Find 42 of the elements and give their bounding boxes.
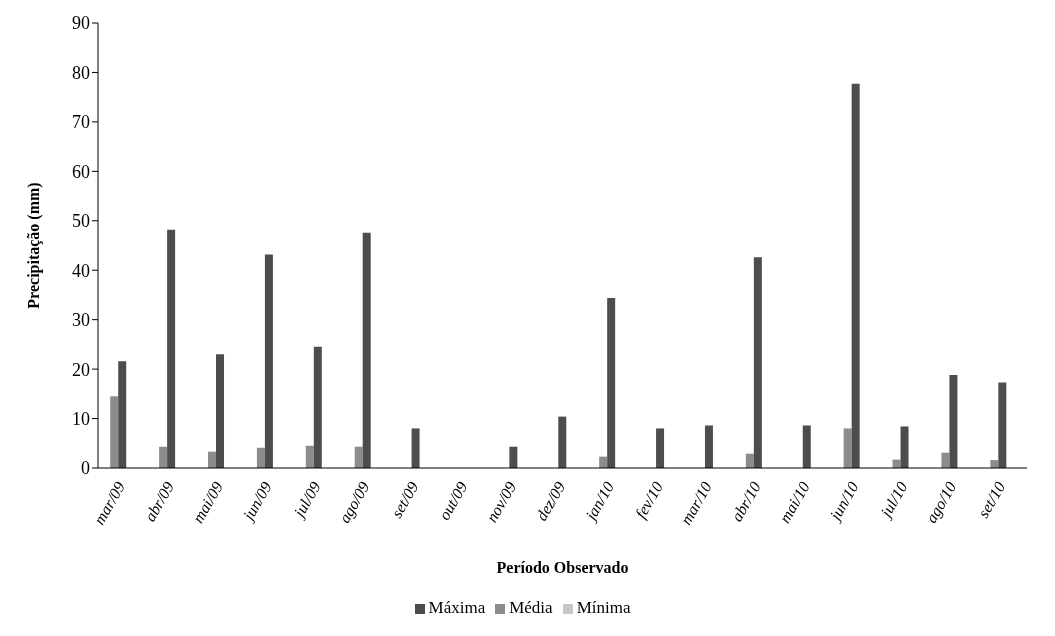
bar bbox=[802, 425, 811, 468]
y-tick-label: 10 bbox=[72, 408, 90, 429]
bar bbox=[216, 354, 225, 468]
bar bbox=[305, 445, 314, 468]
x-axis-title: Período Observado bbox=[496, 559, 629, 576]
bar bbox=[167, 229, 176, 468]
bar bbox=[998, 382, 1007, 468]
bar bbox=[362, 232, 371, 468]
y-tick-label: 90 bbox=[72, 13, 90, 34]
bar bbox=[118, 361, 127, 468]
y-tick-label: 40 bbox=[72, 260, 90, 281]
bar bbox=[313, 346, 322, 468]
bar bbox=[941, 452, 950, 468]
bar bbox=[745, 453, 754, 468]
bar bbox=[949, 375, 958, 468]
legend-label: Média bbox=[509, 598, 553, 617]
bar bbox=[264, 254, 273, 468]
bar bbox=[411, 428, 420, 468]
bar bbox=[900, 426, 909, 468]
bar bbox=[159, 446, 168, 468]
bar bbox=[753, 257, 762, 468]
legend-label: Mínima bbox=[576, 598, 631, 617]
bar bbox=[208, 451, 217, 468]
bar bbox=[256, 447, 265, 468]
y-tick-label: 80 bbox=[72, 62, 90, 83]
bar bbox=[656, 428, 665, 468]
y-axis-title: Precipitação (mm) bbox=[24, 182, 43, 309]
bar bbox=[607, 297, 616, 468]
bar bbox=[558, 416, 567, 468]
y-tick-label: 30 bbox=[72, 310, 90, 331]
y-tick-label: 0 bbox=[81, 458, 90, 479]
y-tick-label: 20 bbox=[72, 359, 90, 380]
y-tick-label: 70 bbox=[72, 112, 90, 133]
bar bbox=[509, 446, 518, 468]
legend-label: Máxima bbox=[428, 598, 486, 617]
y-tick-label: 50 bbox=[72, 211, 90, 232]
y-tick-label: 60 bbox=[72, 161, 90, 182]
bar bbox=[704, 425, 713, 468]
bar bbox=[851, 83, 860, 468]
bar bbox=[354, 446, 363, 468]
bar bbox=[110, 396, 119, 468]
bar bbox=[843, 428, 852, 468]
